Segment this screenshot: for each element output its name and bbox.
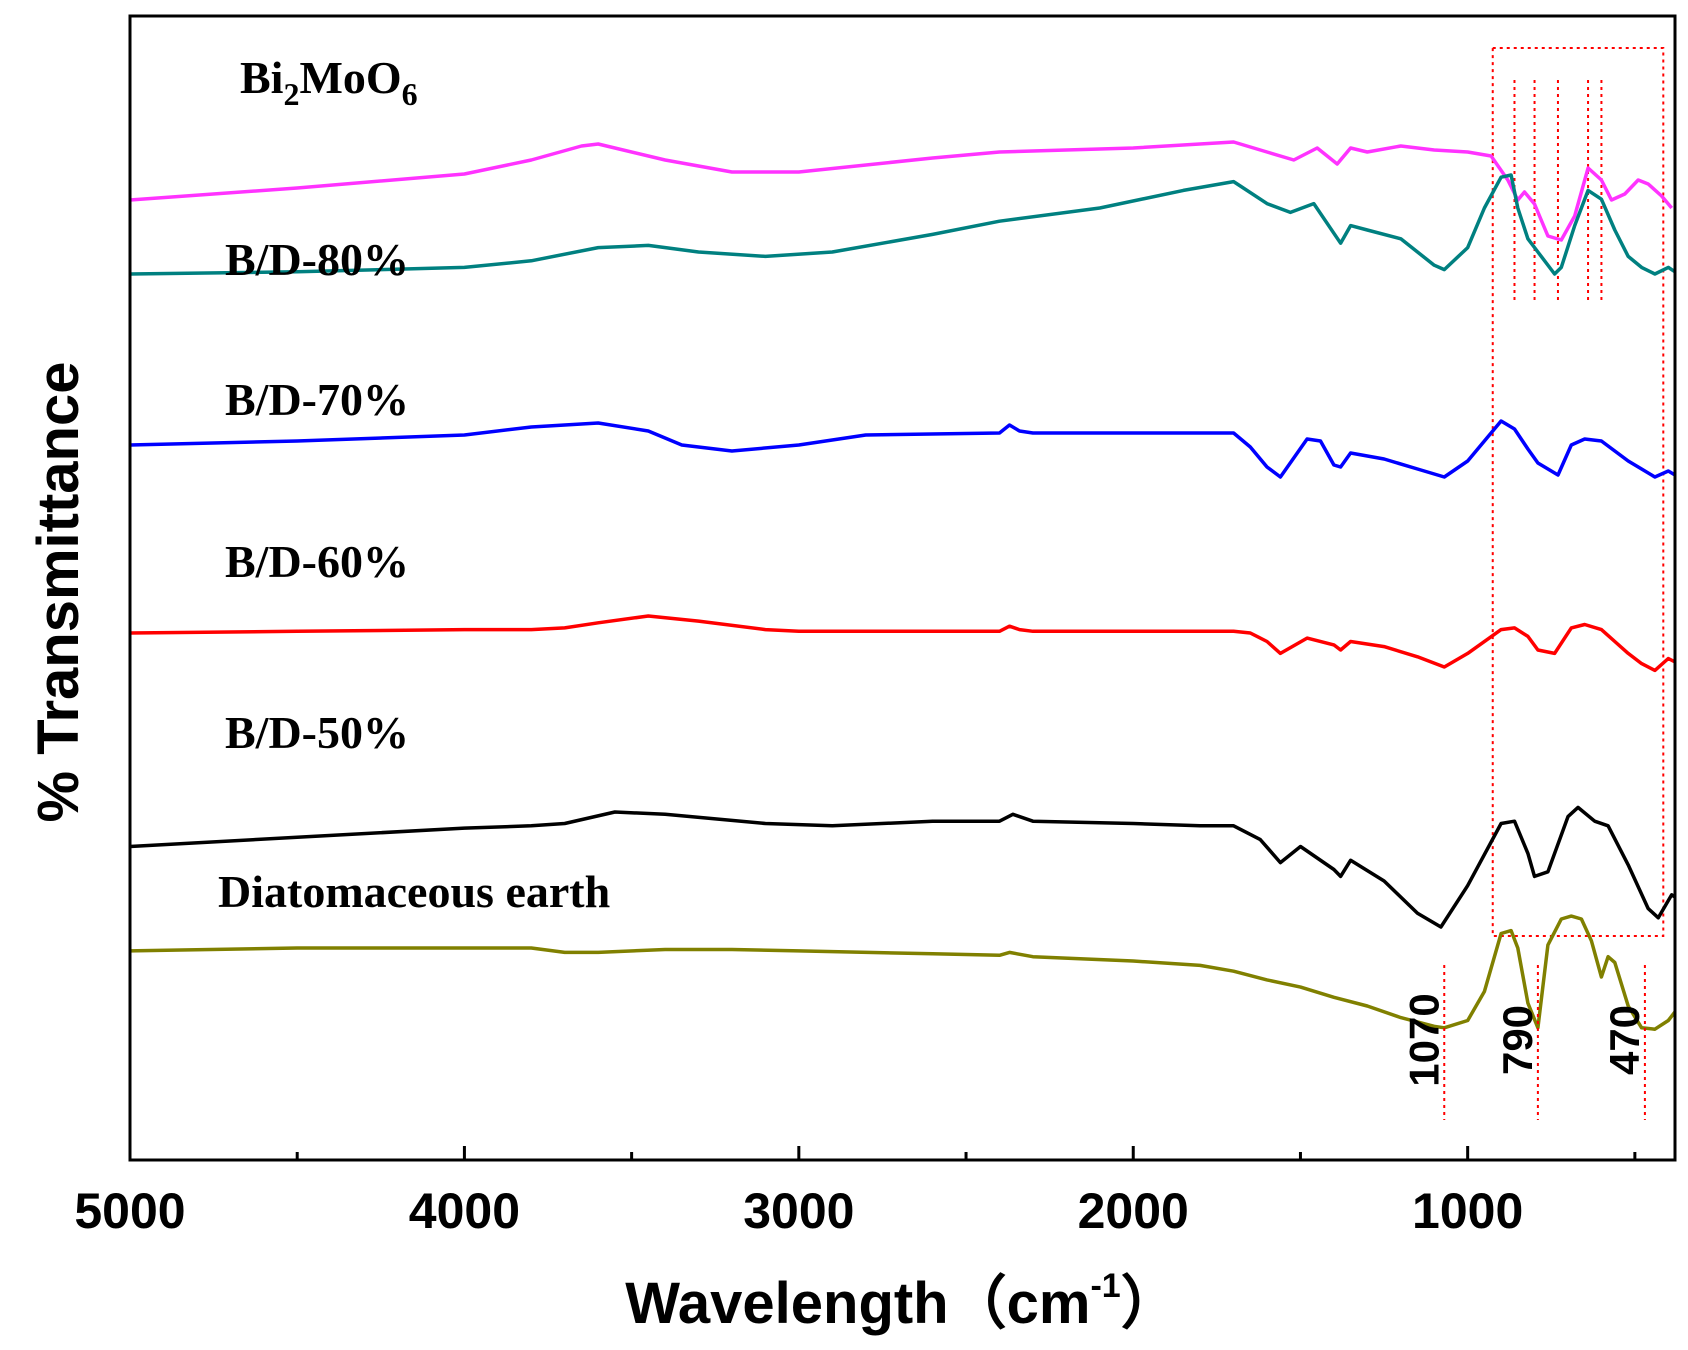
reference-guides <box>1491 47 1665 937</box>
series-label-3: B/D-70% <box>225 374 409 425</box>
plot-frame <box>128 14 1677 1162</box>
x-tick-label-5000: 5000 <box>74 1183 185 1239</box>
series-layer <box>129 140 1677 1031</box>
x-axis-ticks: 5000 4000 3000 2000 1000 <box>74 1146 1637 1239</box>
series-line-6 <box>129 914 1677 1031</box>
x-tick-label-4000: 4000 <box>409 1183 520 1239</box>
series-label-5: B/D-50% <box>225 707 409 758</box>
x-axis-title-superscript: -1 <box>1090 1267 1120 1305</box>
series-label-1: Bi2MoO6 <box>240 52 418 112</box>
series-line-2 <box>129 173 1676 276</box>
x-axis-title-main: Wavelength（cm <box>625 1271 1090 1336</box>
series-line-4 <box>129 614 1676 673</box>
series-label-2: B/D-80% <box>225 234 409 285</box>
series-line-5 <box>129 805 1677 929</box>
x-tick-label-1000: 1000 <box>1412 1183 1523 1239</box>
y-axis-title: % Transmittance <box>26 362 91 823</box>
annotation-label-1070: 1070 <box>1400 993 1447 1086</box>
x-axis-title-close: ） <box>1121 1271 1179 1336</box>
annotation-label-790: 790 <box>1494 1005 1541 1075</box>
series-line-1 <box>129 140 1674 242</box>
series-line-3 <box>129 419 1676 479</box>
guide-box <box>1491 47 1665 937</box>
x-tick-label-2000: 2000 <box>1078 1183 1189 1239</box>
series-labels: Bi2MoO6 B/D-80% B/D-70% B/D-60% B/D-50% Diato… <box>218 52 610 917</box>
peak-annotations: 1070 790 470 <box>1400 965 1648 1120</box>
annotation-label-470: 470 <box>1601 1005 1648 1075</box>
x-axis-title: Wavelength（cm-1） <box>625 1267 1178 1336</box>
series-label-6: Diatomaceous earth <box>218 866 610 917</box>
x-tick-label-3000: 3000 <box>743 1183 854 1239</box>
series-label-4: B/D-60% <box>225 536 409 587</box>
